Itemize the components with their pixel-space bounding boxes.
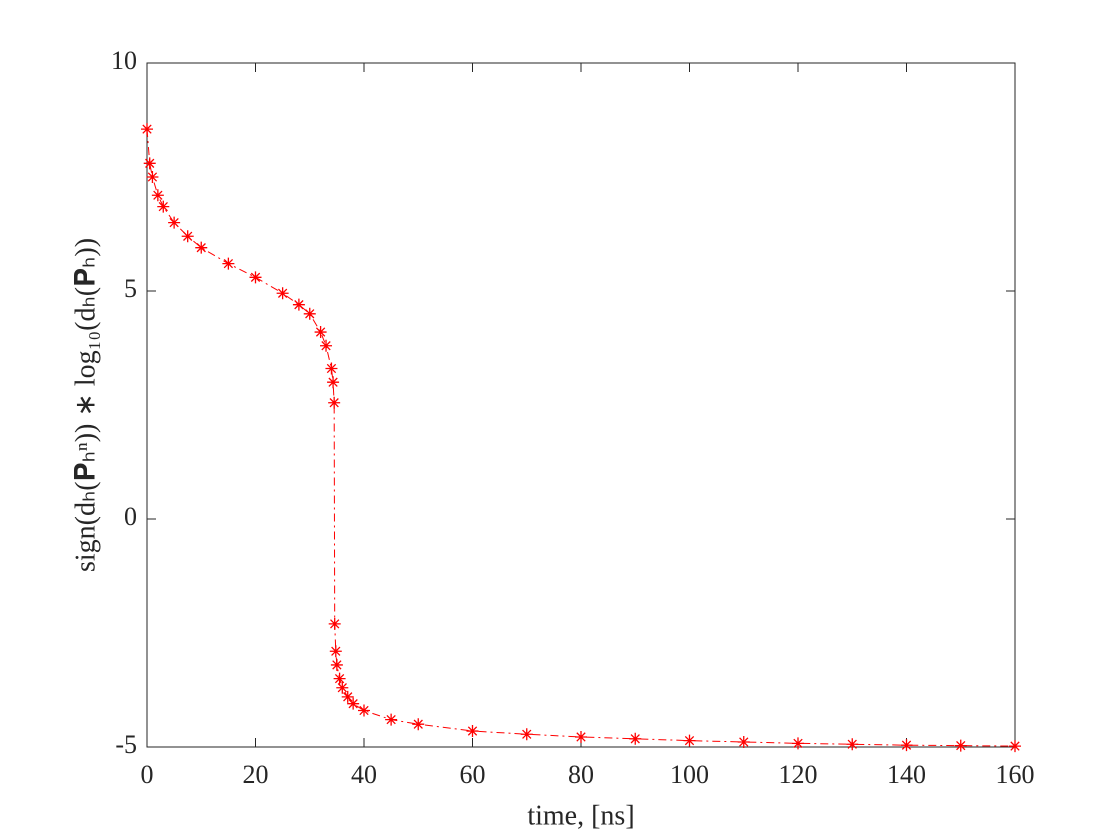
- y-tick-label: 0: [124, 502, 137, 531]
- marker: [846, 738, 859, 751]
- marker: [683, 734, 696, 747]
- marker: [333, 672, 346, 685]
- marker: [358, 704, 370, 717]
- marker: [146, 171, 159, 183]
- marker: [466, 725, 479, 738]
- marker: [222, 257, 235, 270]
- marker: [412, 718, 425, 731]
- marker: [143, 157, 156, 170]
- marker: [157, 200, 170, 213]
- y-tick-label: 10: [111, 46, 137, 75]
- marker: [181, 230, 194, 243]
- marker: [141, 123, 153, 136]
- y-tick-label: 5: [124, 274, 137, 303]
- x-tick-label: 160: [996, 760, 1035, 789]
- marker: [195, 241, 208, 254]
- series-line: [146, 129, 1016, 747]
- marker: [385, 713, 398, 726]
- marker: [314, 326, 327, 339]
- marker: [320, 339, 333, 352]
- x-tick-label: 40: [351, 760, 377, 789]
- marker: [249, 271, 262, 284]
- marker: [792, 737, 804, 750]
- marker: [954, 739, 967, 752]
- x-tick-label: 120: [779, 760, 818, 789]
- marker: [328, 617, 341, 630]
- marker: [168, 216, 181, 229]
- marker: [737, 735, 750, 748]
- marker: [276, 287, 289, 300]
- x-axis-label: time, [ns]: [527, 800, 634, 831]
- y-axis-label: sign(dₕ(𝐏ₕⁿ)) ∗ log₁₀(dₕ(𝐏ₕ)): [70, 238, 101, 572]
- marker: [347, 697, 360, 710]
- x-tick-label: 100: [670, 760, 709, 789]
- marker: [329, 645, 342, 658]
- x-tick-label: 20: [243, 760, 269, 789]
- marker: [330, 658, 343, 671]
- x-tick-label: 80: [568, 760, 594, 789]
- marker: [575, 730, 587, 743]
- marker: [292, 298, 305, 311]
- marker: [341, 690, 354, 703]
- marker: [900, 739, 913, 752]
- x-tick-label: 60: [460, 760, 486, 789]
- x-tick-label: 0: [141, 760, 154, 789]
- plot-box: [146, 62, 1016, 748]
- marker: [520, 728, 533, 741]
- marker: [336, 681, 349, 694]
- marker: [1009, 740, 1021, 753]
- marker: [629, 732, 642, 745]
- marker: [328, 396, 341, 409]
- marker: [303, 307, 316, 320]
- x-tick-label: 140: [887, 760, 926, 789]
- marker: [325, 362, 338, 375]
- marker: [151, 189, 164, 202]
- marker: [327, 376, 340, 389]
- y-tick-label: -5: [115, 730, 137, 759]
